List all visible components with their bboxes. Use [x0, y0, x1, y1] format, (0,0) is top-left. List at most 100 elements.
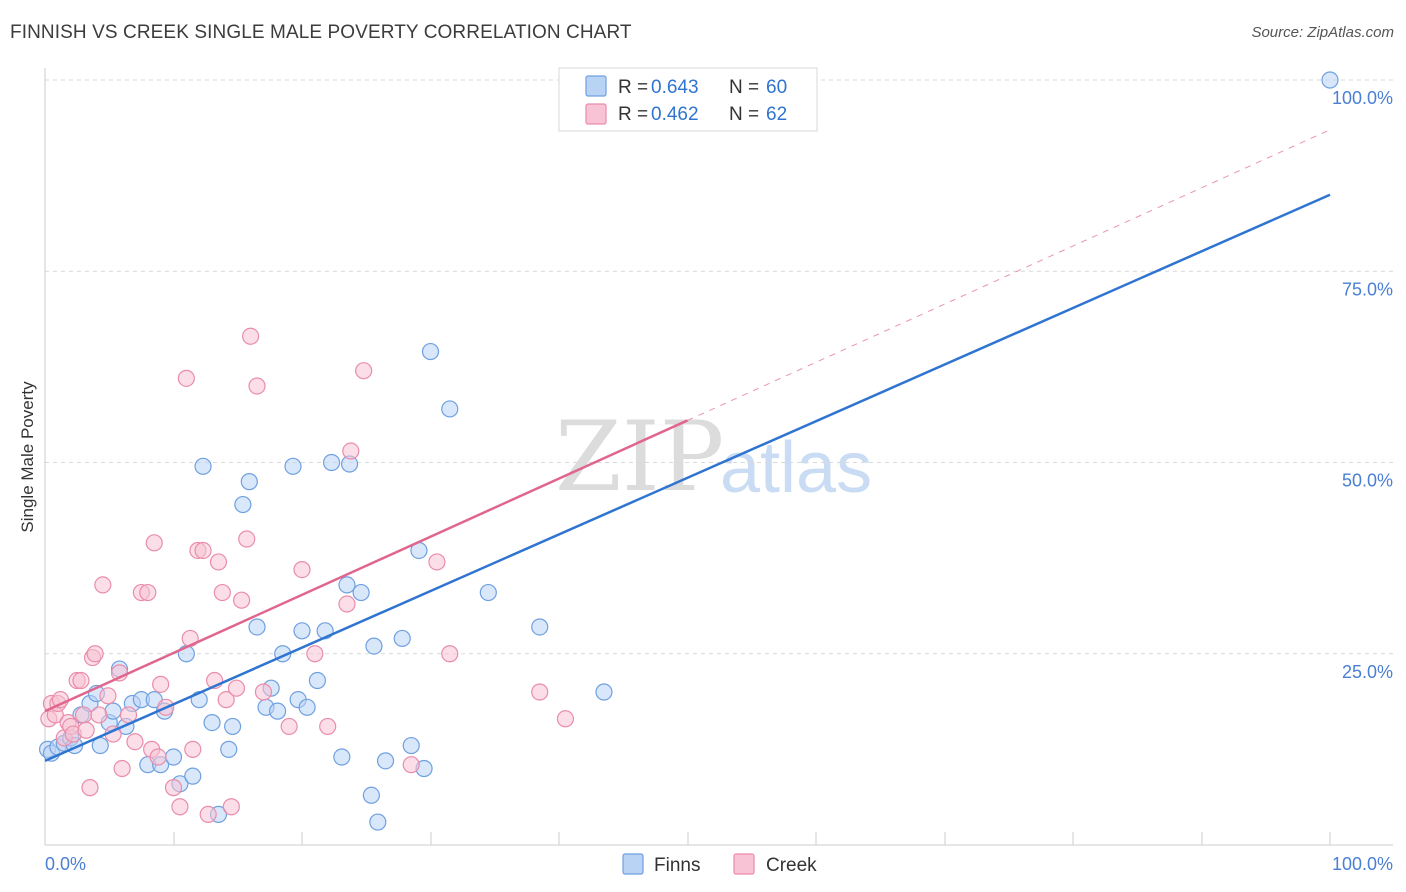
bottom-legend-label-creek: Creek — [766, 855, 817, 876]
y-tick-label-2: 75.0% — [1342, 279, 1393, 299]
legend-r-label-creek: R = — [618, 104, 648, 125]
legend-n-value-creek: 62 — [766, 104, 787, 125]
finns-point-37 — [284, 457, 302, 475]
legend-box: R = 0.643 N = 60 R = 0.462 N = 62 — [558, 67, 818, 132]
creek-point-37 — [194, 541, 212, 560]
creek-point-27 — [145, 534, 163, 552]
finns-point-57 — [441, 400, 459, 418]
creek-point-50 — [280, 717, 298, 736]
finns-point-41 — [308, 671, 327, 690]
y-tick-label-0: 25.0% — [1342, 662, 1393, 682]
finns-point-23 — [184, 767, 202, 785]
creek-point-57 — [402, 756, 420, 774]
creek-point-10 — [72, 671, 90, 690]
legend-r-value-finns: 0.643 — [651, 77, 699, 98]
y-tick-label-1: 50.0% — [1342, 471, 1393, 491]
creek-point-12 — [77, 721, 95, 739]
finns-point-30 — [234, 495, 252, 514]
creek-point-43 — [222, 798, 240, 816]
creek-point-38 — [199, 805, 217, 824]
creek-point-45 — [233, 591, 251, 609]
finns-point-45 — [338, 576, 356, 594]
legend-swatch-creek — [585, 103, 607, 125]
creek-point-48 — [248, 377, 266, 395]
finns-point-26 — [203, 713, 221, 732]
creek-point-31 — [164, 779, 183, 797]
x-tick-label-min: 0.0% — [45, 854, 86, 874]
creek-point-17 — [94, 576, 112, 594]
x-axis-ticks — [44, 832, 1331, 845]
creek-point-46 — [238, 530, 256, 548]
bottom-legend-swatch-creek — [733, 853, 755, 875]
finns-point-35 — [268, 702, 287, 720]
finns-point-39 — [293, 622, 311, 640]
creek-point-54 — [338, 595, 356, 613]
legend-r-label-finns: R = — [618, 77, 648, 98]
creek-point-29 — [152, 675, 170, 693]
finns-point-29 — [224, 717, 242, 736]
creek-point-52 — [306, 645, 324, 663]
finns-point-59 — [531, 618, 549, 636]
creek-point-49 — [254, 683, 273, 701]
creek-point-40 — [209, 553, 228, 571]
creek-point-58 — [428, 553, 446, 571]
legend-n-label-creek: N = — [729, 104, 759, 125]
finns-point-51 — [376, 752, 395, 770]
creek-point-11 — [74, 706, 93, 724]
finns-point-43 — [322, 453, 341, 472]
watermark-atlas: atlas — [720, 428, 872, 508]
creek-point-18 — [99, 687, 117, 705]
creek-point-35 — [184, 740, 202, 758]
bottom-legend: Finns Creek — [622, 853, 817, 876]
finns-point-52 — [393, 629, 411, 648]
creek-point-28 — [149, 748, 167, 766]
finns-point-56 — [421, 342, 440, 361]
creek-point-47 — [242, 327, 260, 345]
finns-point-60 — [595, 683, 613, 701]
creek-point-23 — [126, 733, 144, 751]
finns-point-49 — [365, 637, 383, 655]
creek-point-55 — [342, 442, 360, 460]
watermark-zip: ZIP — [555, 401, 724, 513]
creek-trend-extension — [687, 129, 1331, 421]
finns-point-20 — [164, 748, 183, 766]
creek-point-15 — [86, 645, 104, 663]
creek-point-13 — [81, 779, 99, 797]
watermark: ZIP atlas — [555, 401, 872, 513]
finns-point-53 — [402, 736, 420, 755]
creek-point-60 — [531, 683, 549, 701]
creek-point-32 — [171, 798, 189, 816]
legend-n-label-finns: N = — [729, 77, 759, 98]
creek-point-51 — [293, 560, 311, 579]
y-axis-title: Single Male Poverty — [18, 381, 37, 533]
finns-point-31 — [240, 473, 258, 491]
finns-point-48 — [362, 786, 380, 804]
creek-point-21 — [113, 759, 131, 778]
creek-trend-line — [44, 419, 689, 713]
finns-point-44 — [333, 748, 351, 766]
creek-point-42 — [217, 691, 235, 709]
bottom-legend-swatch-finns — [622, 853, 644, 875]
finns-point-11 — [104, 702, 122, 720]
finns-point-58 — [479, 583, 497, 602]
finns-point-50 — [369, 813, 387, 831]
finns-point-61 — [1321, 71, 1339, 89]
creek-point-25 — [139, 583, 157, 602]
bottom-legend-label-finns: Finns — [654, 855, 700, 876]
finns-point-25 — [194, 457, 212, 475]
gridlines — [45, 79, 1393, 655]
x-tick-label-max: 100.0% — [1332, 854, 1393, 874]
y-axis-tick-labels: 25.0% 50.0% 75.0% 100.0% — [1332, 88, 1393, 682]
legend-swatch-finns — [585, 75, 607, 97]
x-axis-tick-labels: 0.0% 100.0% — [45, 854, 1393, 874]
finns-point-47 — [352, 583, 370, 602]
creek-point-44 — [227, 679, 246, 697]
trend-lines — [44, 129, 1331, 762]
creek-point-41 — [213, 583, 231, 602]
creek-point-61 — [556, 710, 575, 728]
finns-point-40 — [298, 698, 316, 716]
creek-point-59 — [441, 645, 459, 663]
creek-point-33 — [177, 369, 195, 387]
finns-trend-line — [44, 193, 1331, 762]
